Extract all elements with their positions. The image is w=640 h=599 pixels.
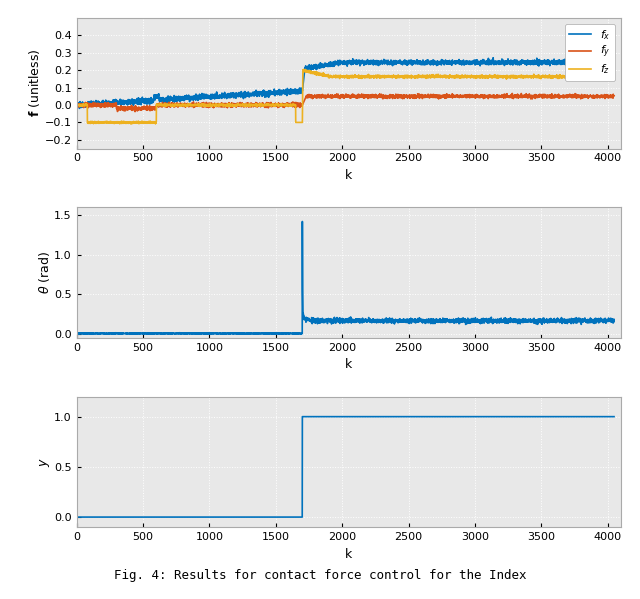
$f_z$ <box>270 102 278 110</box>
$f_z$ <box>300 66 307 73</box>
$f_z$ <box>85 119 93 126</box>
Line: $f_y$: $f_y$ <box>77 93 614 111</box>
Line: $f_x$: $f_x$ <box>77 58 614 108</box>
$f_y$ <box>326 93 333 100</box>
$f_x$ <box>73 99 81 106</box>
Text: Fig. 4: Results for contact force control for the Index: Fig. 4: Results for contact force contro… <box>114 568 526 582</box>
$f_z$ <box>344 72 351 80</box>
Y-axis label: $\mathbf{f}$ (unitless): $\mathbf{f}$ (unitless) <box>27 49 42 117</box>
X-axis label: k: k <box>345 169 353 182</box>
$f_z$ <box>278 102 285 110</box>
$f_x$ <box>610 60 618 67</box>
$f_x$ <box>490 54 497 61</box>
$f_y$ <box>508 90 516 97</box>
Legend: $f_x$, $f_y$, $f_z$: $f_x$, $f_y$, $f_z$ <box>564 23 615 81</box>
$f_z$ <box>326 72 333 80</box>
$f_z$ <box>127 120 135 128</box>
X-axis label: k: k <box>345 358 353 371</box>
$f_y$ <box>85 100 93 107</box>
$f_y$ <box>589 92 597 99</box>
$f_z$ <box>589 74 597 81</box>
$f_y$ <box>344 93 351 100</box>
Y-axis label: $\theta$ (rad): $\theta$ (rad) <box>36 251 52 294</box>
$f_x$ <box>344 58 351 65</box>
X-axis label: k: k <box>345 547 353 561</box>
$f_x$ <box>589 60 597 67</box>
$f_x$ <box>278 89 285 96</box>
$f_z$ <box>610 72 618 79</box>
$f_y$ <box>131 108 139 115</box>
$f_y$ <box>270 102 278 110</box>
Y-axis label: $y$: $y$ <box>38 457 52 467</box>
$f_z$ <box>73 100 81 107</box>
$f_x$ <box>86 99 93 107</box>
$f_y$ <box>278 102 285 110</box>
$f_y$ <box>73 101 81 108</box>
$f_y$ <box>610 92 618 99</box>
$f_x$ <box>326 59 333 66</box>
$f_x$ <box>76 105 83 112</box>
$f_x$ <box>270 88 278 95</box>
Line: $f_z$: $f_z$ <box>77 69 614 124</box>
